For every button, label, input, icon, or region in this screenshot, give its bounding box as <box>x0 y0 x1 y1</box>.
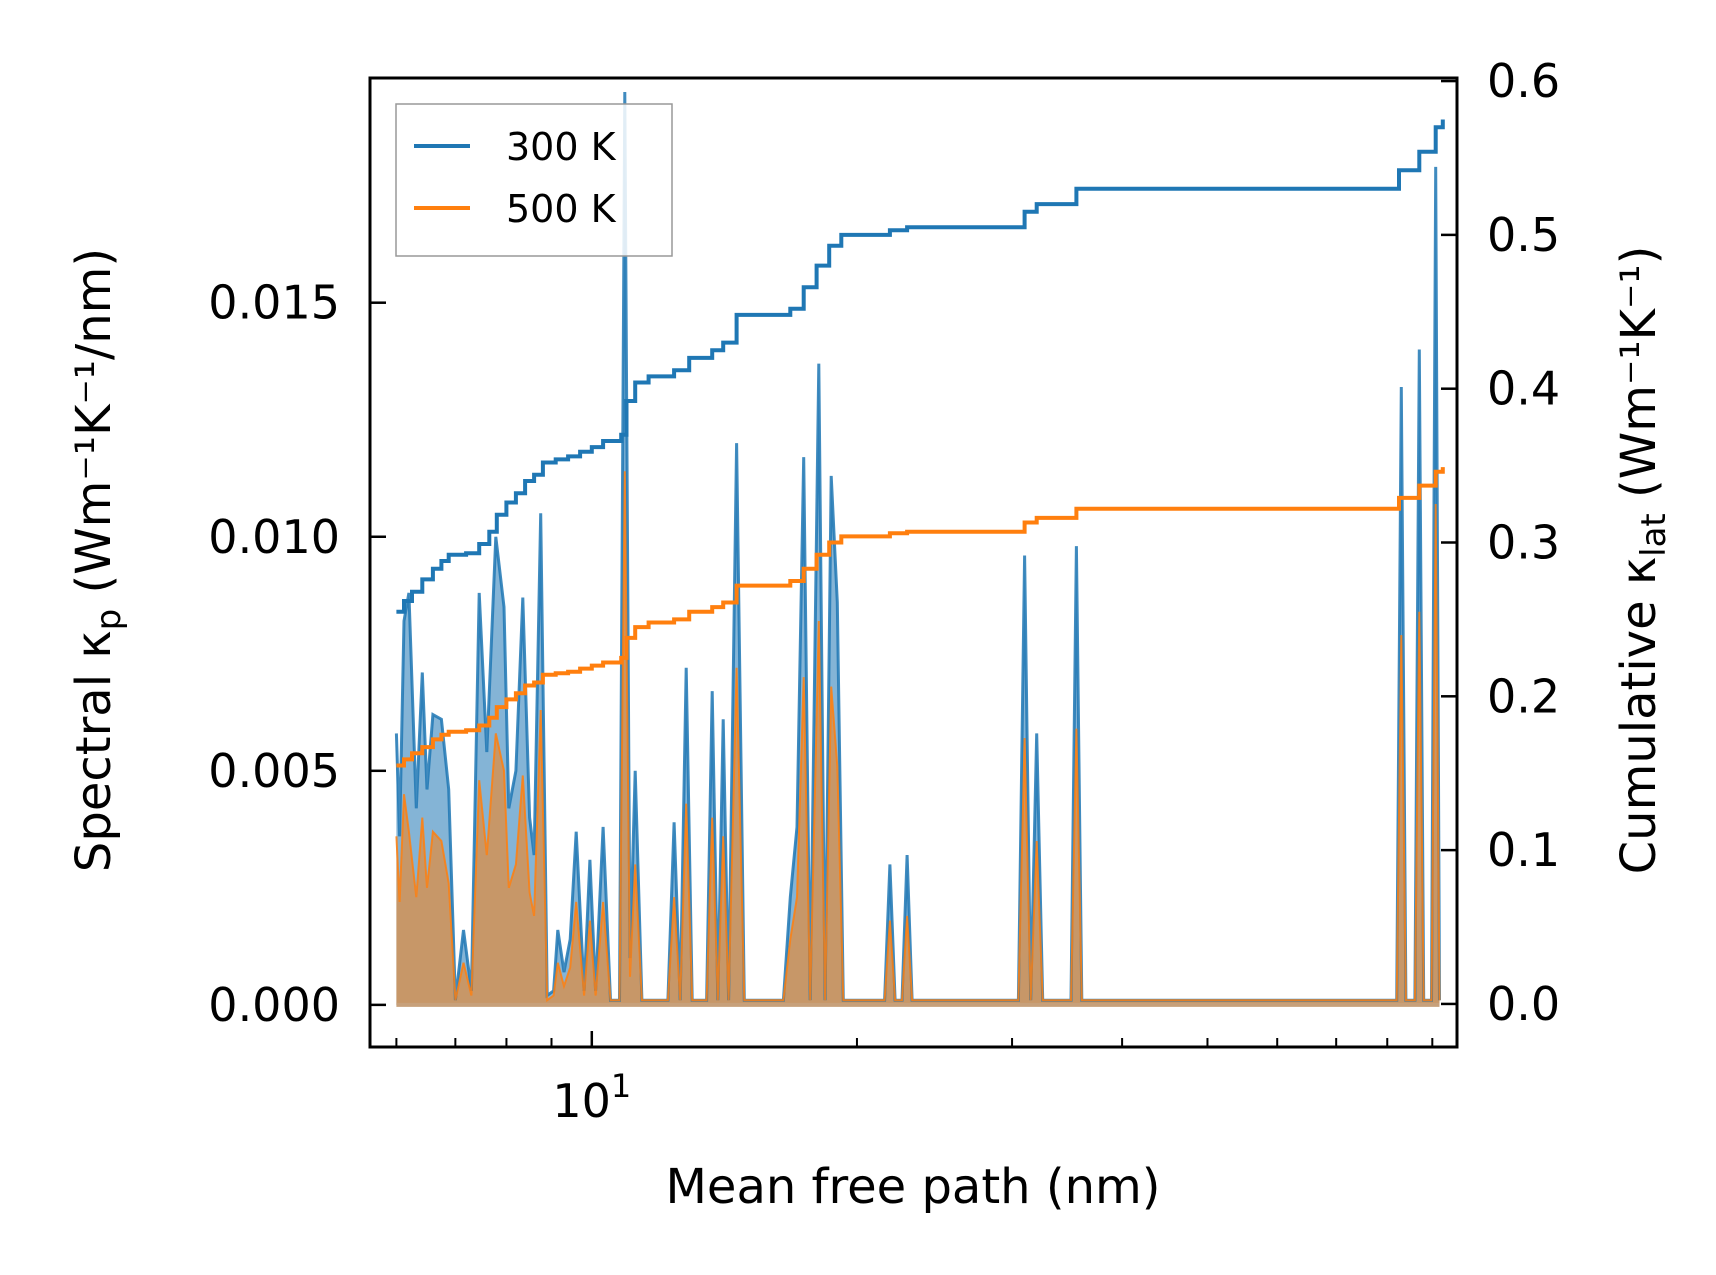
cumulative-line-300K <box>396 119 1445 614</box>
right-y-tick-label: 0.1 <box>1487 823 1560 877</box>
right-y-tick-label: 0.0 <box>1487 977 1560 1031</box>
plot-frame <box>368 76 1459 1049</box>
spectral-fills <box>396 92 1440 1005</box>
spectral-line-500K <box>395 471 1441 1003</box>
y-right-title-unit: (Wm⁻¹K⁻¹) <box>1611 246 1667 514</box>
left-y-tick-label: 0.005 <box>208 744 340 798</box>
left-y-tick-labels: 0.000 0.005 0.010 0.015 <box>208 276 340 1032</box>
cumulative-lines <box>396 119 1445 768</box>
cumulative-line-500K <box>396 467 1445 768</box>
right-y-tick-label: 0.3 <box>1487 516 1560 570</box>
axis-ticks <box>370 79 1457 1047</box>
right-y-tick-label: 0.4 <box>1487 362 1560 416</box>
y-left-title-sub: p <box>89 609 129 631</box>
y-axis-right-title: Cumulative κlat (Wm⁻¹K⁻¹) <box>1611 246 1674 875</box>
left-y-tick-label: 0.015 <box>208 276 340 330</box>
right-y-tick-labels: 0.0 0.1 0.2 0.3 0.4 0.5 0.6 <box>1487 54 1560 1031</box>
right-y-tick-label: 0.2 <box>1487 669 1560 723</box>
x-axis-title: Mean free path (nm) <box>666 1159 1161 1215</box>
legend: 300 K 500 K <box>395 103 673 257</box>
legend-label-300K: 300 K <box>506 125 617 169</box>
y-left-title-main: Spectral κ <box>66 630 122 872</box>
x-tick-label: 101 <box>552 1067 631 1128</box>
y-right-title-sub: lat <box>1634 513 1674 557</box>
x-tick-base: 10 <box>552 1074 611 1128</box>
y-right-title-main: Cumulative κ <box>1611 557 1667 875</box>
y-axis-left-title: Spectral κp (Wm⁻¹K⁻¹/nm) <box>66 248 129 872</box>
legend-box <box>395 103 673 257</box>
spectral-fill-500K <box>396 471 1440 1005</box>
left-y-tick-label: 0.000 <box>208 978 340 1032</box>
x-tick-exp: 1 <box>611 1067 631 1105</box>
right-y-tick-label: 0.5 <box>1487 208 1560 262</box>
legend-label-500K: 500 K <box>506 187 617 231</box>
right-y-tick-label: 0.6 <box>1487 54 1560 108</box>
spectral-lines <box>394 91 1441 1007</box>
left-y-tick-label: 0.010 <box>208 510 340 564</box>
y-left-title-unit: (Wm⁻¹K⁻¹/nm) <box>66 248 122 609</box>
